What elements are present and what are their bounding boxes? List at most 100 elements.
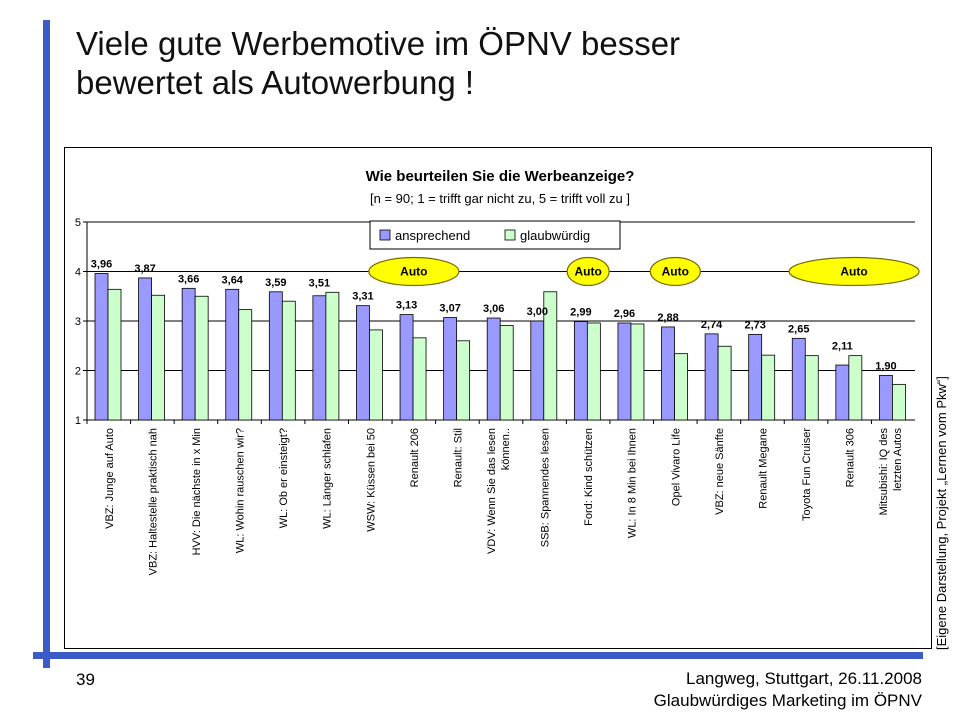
bar-glaubwuerdig (848, 355, 863, 421)
bar-ansprechend (835, 364, 850, 421)
bar-glaubwuerdig (674, 353, 688, 421)
bar-glaubwuerdig (369, 329, 383, 421)
chart-subtitle: [n = 90; 1 = trifft gar nicht zu, 5 = tr… (370, 191, 630, 206)
value-label: 2,96 (614, 308, 635, 320)
value-label: 3,06 (483, 303, 504, 315)
y-tick-label: 1 (75, 415, 81, 427)
bar-glaubwuerdig (456, 340, 471, 421)
x-tick-label: Opel Vivaro Life (670, 428, 682, 506)
x-tick-label: WL: Wohin rauschen wir? (235, 428, 247, 553)
x-tick-label: Renault 206 (409, 428, 421, 487)
x-tick-label: HVV: Die nächste in x Min (191, 428, 203, 555)
x-tick-label: VBZ: Haltestelle praktisch nah (147, 428, 159, 575)
x-tick-label: Renault Megane (757, 428, 769, 509)
x-tick-label: VBZ: neue Sänfte (714, 428, 726, 515)
chart-title: Wie beurteilen Sie die Werbeanzeige? (366, 168, 635, 185)
value-label: 3,66 (178, 273, 199, 285)
value-label: 2,73 (744, 319, 765, 331)
bar-glaubwuerdig (281, 300, 296, 421)
value-label: 2,74 (701, 319, 723, 331)
bar-glaubwuerdig (325, 291, 340, 421)
x-tick-label: Renault 306 (845, 428, 857, 487)
footer-line-1: Langweg, Stuttgart, 26.11.2008 (686, 669, 922, 688)
bar-ansprechend (138, 277, 152, 421)
value-label: 3,00 (527, 306, 548, 318)
x-tick-label: VDV: Wenn Sie das lesen (486, 428, 498, 554)
bar-ansprechend (225, 288, 240, 421)
x-tick-label: WL: In 8 Min bei Ihnen (627, 428, 639, 538)
auto-callout (788, 256, 920, 287)
legend-label-ansprechend: ansprechend (395, 228, 470, 243)
x-tick-label: Ford: Kind schützen (583, 428, 595, 526)
y-tick-label: 5 (75, 217, 81, 229)
auto-callout-label: Auto (840, 265, 867, 279)
bar-ansprechend (617, 322, 632, 421)
bar-glaubwuerdig (586, 322, 601, 421)
x-tick-label: Renault: Stil (452, 428, 464, 487)
x-tick-label: SSB: Spannendes lesen (540, 428, 552, 547)
slide-title-line-1: Viele gute Werbemotive im ÖPNV besser (76, 25, 681, 62)
value-label: 3,51 (309, 277, 330, 289)
x-tick-label: WSW: Küssen bei 50 (365, 428, 377, 532)
bar-glaubwuerdig (543, 291, 558, 421)
legend-label-glaubwuerdig: glaubwürdig (520, 228, 590, 243)
x-tick-label: Mitsubishi: IQ des (878, 428, 890, 516)
legend-swatch-ansprechend (379, 229, 391, 241)
auto-callout (649, 256, 701, 287)
bar-ansprechend (94, 273, 109, 421)
page-number: 39 (76, 670, 95, 689)
auto-callout (368, 256, 460, 287)
bar-ansprechend (399, 314, 414, 421)
bar-glaubwuerdig (194, 295, 209, 421)
value-label: 2,88 (657, 312, 678, 324)
bar-glaubwuerdig (804, 355, 819, 421)
legend-swatch-glaubwuerdig (504, 229, 516, 241)
bar-ansprechend (704, 333, 719, 421)
bar-glaubwuerdig (630, 323, 645, 421)
x-tick-label: VBZ: Junge auf Auto (104, 428, 116, 529)
footer: Langweg, Stuttgart, 26.11.2008 Glaubwürd… (654, 668, 922, 712)
bar-glaubwuerdig (892, 383, 906, 421)
value-label: 3,96 (91, 258, 112, 270)
bar-ansprechend (791, 337, 806, 421)
value-label: 2,65 (788, 323, 809, 335)
left-accent-bar (43, 20, 50, 668)
bar-ansprechend (661, 326, 675, 421)
x-tick-label: WL: Ob er einsteigt? (278, 428, 290, 528)
source-note: [Eigene Darstellung, Projekt „Lernen vom… (934, 376, 949, 650)
bar-ansprechend (486, 317, 501, 421)
y-tick-label: 4 (75, 267, 81, 279)
bar-ansprechend (268, 291, 283, 421)
bar-glaubwuerdig (499, 325, 514, 421)
legend-box (369, 220, 621, 250)
bar-glaubwuerdig (412, 337, 427, 421)
bar-ansprechend (356, 305, 370, 421)
bar-ansprechend (530, 320, 545, 421)
x-tick-label: WL: Länger schlafen (322, 428, 334, 529)
bar-chart: Wie beurteilen Sie die Werbeanzeige? [n =… (75, 168, 920, 575)
auto-callout (566, 256, 610, 287)
value-label: 3,87 (134, 263, 155, 275)
auto-callout-label: Auto (662, 265, 689, 279)
bar-glaubwuerdig (151, 294, 165, 421)
bar-glaubwuerdig (238, 309, 253, 421)
bar-ansprechend (312, 295, 327, 421)
bar-ansprechend (443, 317, 458, 421)
bar-ansprechend (879, 375, 893, 421)
value-label: 2,11 (832, 341, 853, 353)
x-tick-label: können.. (500, 428, 512, 470)
value-label: 3,59 (265, 277, 286, 289)
bar-ansprechend (573, 321, 588, 421)
value-label: 3,07 (439, 303, 460, 315)
bar-glaubwuerdig (107, 288, 122, 421)
bar-ansprechend (748, 333, 763, 421)
chart-frame: Wie beurteilen Sie die Werbeanzeige? [n =… (64, 147, 932, 649)
x-tick-label: letzten Autos (892, 428, 904, 491)
bar-glaubwuerdig (761, 354, 776, 421)
slide-title-line-2: bewertet als Autowerbung ! (76, 64, 475, 101)
slide-title: Viele gute Werbemotive im ÖPNV besser be… (76, 24, 896, 102)
x-tick-label: Toyota Fun Cruiser (801, 428, 813, 521)
value-label: 3,31 (352, 291, 373, 303)
value-label: 3,13 (396, 300, 417, 312)
value-label: 1,90 (875, 360, 896, 372)
